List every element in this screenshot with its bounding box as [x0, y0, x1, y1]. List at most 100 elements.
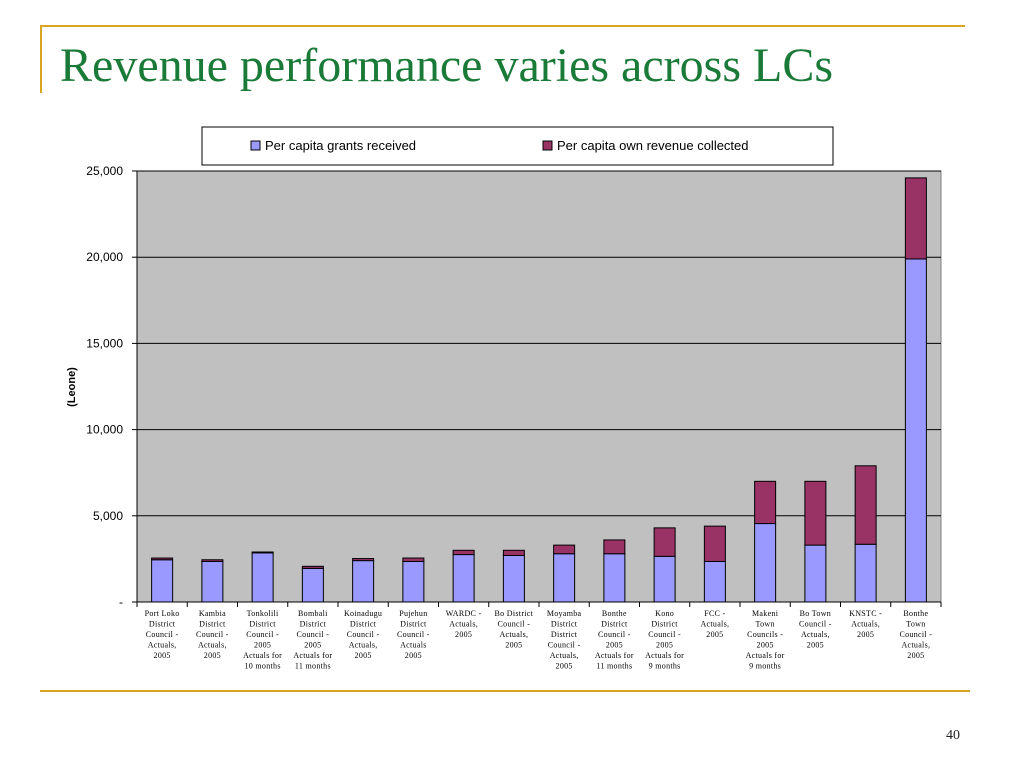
- bar-own-revenue: [553, 544, 576, 555]
- category-label-line: Councils -: [747, 630, 783, 639]
- category-label-line: 2005: [757, 641, 774, 650]
- category-label-line: Actuals for: [595, 651, 634, 660]
- category-label-line: 11 months: [596, 662, 632, 671]
- bar-grants: [804, 544, 827, 603]
- category-label-line: Kambia: [199, 609, 226, 618]
- y-tick-label: 5,000: [93, 509, 123, 523]
- category-label: Moyamba District District Council -Actuals,…: [547, 609, 582, 671]
- bar-grants: [703, 560, 726, 603]
- bottom-accent-rule: [40, 690, 970, 692]
- category-label-line: Bonthe: [903, 609, 928, 618]
- category-label-line: Actuals,: [550, 651, 579, 660]
- category-label-line: 2005: [857, 630, 874, 639]
- bar-own-revenue: [201, 559, 224, 562]
- category-label-line: Council -: [598, 630, 631, 639]
- category-label-line: 2005: [455, 630, 472, 639]
- bar-own-revenue: [502, 549, 525, 556]
- bar-own-revenue: [653, 527, 676, 557]
- bar-grants: [553, 553, 576, 603]
- bar-grants: [452, 554, 475, 603]
- category-label-line: Pujehun: [399, 609, 427, 618]
- category-label-line: District: [300, 620, 327, 629]
- category-label-line: Town: [755, 620, 774, 629]
- legend-swatch-own-revenue: [542, 140, 553, 151]
- category-label-line: Actuals,: [148, 641, 177, 650]
- category-label-line: Bonthe: [602, 609, 627, 618]
- y-tick-label: 25,000: [86, 164, 123, 178]
- category-label-line: Actuals,: [801, 630, 830, 639]
- category-label-line: 2005: [606, 641, 623, 650]
- bar-grants: [754, 523, 777, 603]
- category-label-line: District: [199, 620, 226, 629]
- legend-swatch-grants: [250, 140, 261, 151]
- category-label-line: KNSTC -: [849, 609, 882, 618]
- bar-grants: [251, 552, 274, 603]
- bar-grants: [502, 554, 525, 603]
- bar-grants: [854, 543, 877, 603]
- left-accent-rule: [40, 25, 42, 93]
- category-label-line: Port Loko: [145, 609, 180, 618]
- category-label-line: 10 months: [244, 662, 280, 671]
- category-label-line: 2005: [505, 641, 522, 650]
- bar-grants: [603, 553, 626, 603]
- category-label-line: District: [350, 620, 377, 629]
- top-accent-rule: [40, 25, 965, 27]
- category-label-line: 2005: [304, 641, 321, 650]
- legend-label: Per capita grants received: [265, 138, 416, 153]
- category-label-line: 2005: [807, 641, 824, 650]
- bar-own-revenue: [352, 558, 375, 562]
- bar-grants: [402, 560, 425, 603]
- category-label-line: Actuals for: [293, 651, 332, 660]
- page-number: 40: [946, 728, 960, 743]
- category-label-line: 11 months: [295, 662, 331, 671]
- category-label: Makeni Town Councils - 2005 Actuals for 9 mon…: [746, 609, 785, 671]
- bar-own-revenue: [251, 551, 274, 554]
- category-label-line: District: [400, 620, 427, 629]
- category-label-line: District: [149, 620, 176, 629]
- category-label-line: Actuals,: [349, 641, 378, 650]
- category-label-line: District: [551, 630, 578, 639]
- y-tick-label: -: [119, 595, 123, 609]
- bar-grants: [151, 559, 174, 603]
- bar-grants: [301, 567, 324, 603]
- category-label-line: FCC -: [704, 609, 725, 618]
- category-label: Tonkolili District Council - 2005 Actuals fo…: [243, 609, 282, 671]
- bar-own-revenue: [854, 465, 877, 545]
- category-label-line: Council -: [297, 630, 330, 639]
- category-label-line: Actuals for: [645, 651, 684, 660]
- category-label-line: 2005: [254, 641, 271, 650]
- category-label-line: Bo District: [495, 609, 534, 618]
- category-label-line: Actuals,: [851, 620, 880, 629]
- category-label-line: Actuals,: [700, 620, 729, 629]
- category-label-line: 2005: [405, 651, 422, 660]
- category-label-line: Actuals for: [243, 651, 282, 660]
- legend: [201, 126, 834, 166]
- category-label-line: Actuals for: [746, 651, 785, 660]
- category-label: Kambia District Council - Actuals, 2005: [196, 609, 229, 660]
- category-label-line: Bombali: [298, 609, 328, 618]
- category-label: Bonthe Town Council - Actuals, 2005: [900, 609, 933, 660]
- bar-own-revenue: [402, 557, 425, 562]
- category-label-line: District: [651, 620, 678, 629]
- category-label-line: 2005: [355, 651, 372, 660]
- category-label-line: Koinadugu: [344, 609, 382, 618]
- bar-own-revenue: [452, 549, 475, 556]
- category-label-line: Council -: [397, 630, 430, 639]
- category-label-line: 9 months: [749, 662, 781, 671]
- category-label: Bo Town Council -Actuals, 2005: [799, 609, 832, 650]
- category-label-line: Council -: [146, 630, 179, 639]
- category-label: Kono District Council - 2005 Actuals for 9 mo…: [645, 609, 684, 671]
- bar-own-revenue: [151, 557, 174, 561]
- category-label-line: WARDC -: [446, 609, 482, 618]
- legend-label: Per capita own revenue collected: [557, 138, 749, 153]
- category-label-line: Actuals,: [198, 641, 227, 650]
- slide-title: Revenue performance varies across LCs: [60, 39, 834, 92]
- bar-own-revenue: [754, 480, 777, 525]
- category-label: Bombali District Council - 2005 Actuals for 1…: [293, 609, 332, 671]
- category-label: Bonthe District Council - 2005 Actuals for 11…: [595, 609, 634, 671]
- category-label-line: Makeni: [752, 609, 779, 618]
- category-label-line: Actuals,: [499, 630, 528, 639]
- bar-own-revenue: [804, 480, 827, 546]
- bar-own-revenue: [603, 539, 626, 555]
- category-label-line: 2005: [656, 641, 673, 650]
